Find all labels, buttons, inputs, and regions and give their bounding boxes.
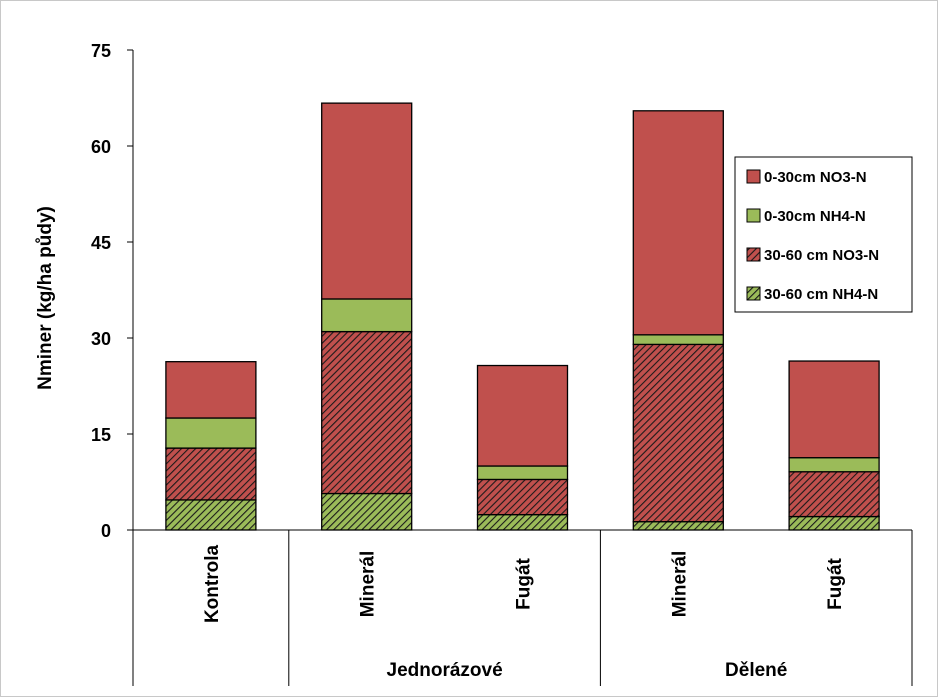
bar-segment-4 — [165, 361, 257, 419]
y-axis-title: Nminer (kg/ha půdy) — [35, 206, 56, 390]
bar-segment-2 — [321, 330, 413, 495]
legend-box — [734, 156, 913, 313]
legend-swatch — [746, 247, 761, 262]
x-category-label: Minerál — [358, 551, 379, 618]
bar-segment-3 — [632, 334, 724, 346]
legend-swatch — [746, 286, 761, 301]
legend-swatch — [746, 169, 761, 184]
legend-label: 0-30cm NO3-N — [764, 169, 867, 186]
bar-segment-1 — [165, 499, 257, 531]
bar-segment-2 — [165, 447, 257, 501]
x-category-label: Kontrola — [202, 545, 223, 624]
bar-segment-3 — [476, 465, 569, 481]
bar-segment-1 — [321, 492, 413, 531]
bar-segment-2 — [476, 478, 569, 516]
bar-segment-3 — [321, 298, 413, 333]
x-group-label: Jednorázové — [387, 660, 503, 681]
bar-segment-4 — [632, 110, 724, 336]
x-axis: Kontrola Minerál Fugát Minerál Fugát Jednoráz… — [132, 529, 913, 686]
legend-swatch — [746, 208, 761, 223]
bar-segment-1 — [632, 521, 724, 531]
x-category-label: Fugát — [825, 557, 846, 609]
legend-label: 30-60 cm NO3-N — [764, 247, 879, 264]
y-tick-label: 15 — [91, 425, 111, 445]
y-tick-label: 0 — [101, 521, 111, 541]
x-category-label: Minerál — [669, 551, 690, 618]
y-tick-label: 30 — [91, 329, 111, 349]
y-tick-label: 75 — [91, 41, 111, 61]
bar-segment-3 — [165, 417, 257, 449]
x-group-label: Dělené — [725, 660, 787, 681]
bar-segment-2 — [788, 471, 880, 518]
bar-segment-4 — [476, 364, 569, 467]
bars — [165, 102, 880, 531]
legend-label: 30-60 cm NH4-N — [764, 286, 878, 303]
y-axis: 0 15 30 45 60 75 — [91, 41, 134, 541]
bar-segment-4 — [788, 360, 880, 459]
bar-segment-4 — [321, 102, 413, 300]
x-category-label: Fugát — [514, 557, 535, 609]
bar-segment-2 — [632, 343, 724, 523]
bar-segment-3 — [788, 457, 880, 473]
legend-label: 0-30cm NH4-N — [764, 208, 866, 225]
y-tick-label: 60 — [91, 137, 111, 157]
bar-segment-1 — [788, 515, 880, 531]
bar-segment-1 — [476, 513, 569, 531]
legend: 0-30cm NO3-N 0-30cm NH4-N 30-60 cm NO3-N 30… — [734, 156, 913, 313]
y-tick-label: 45 — [91, 233, 111, 253]
